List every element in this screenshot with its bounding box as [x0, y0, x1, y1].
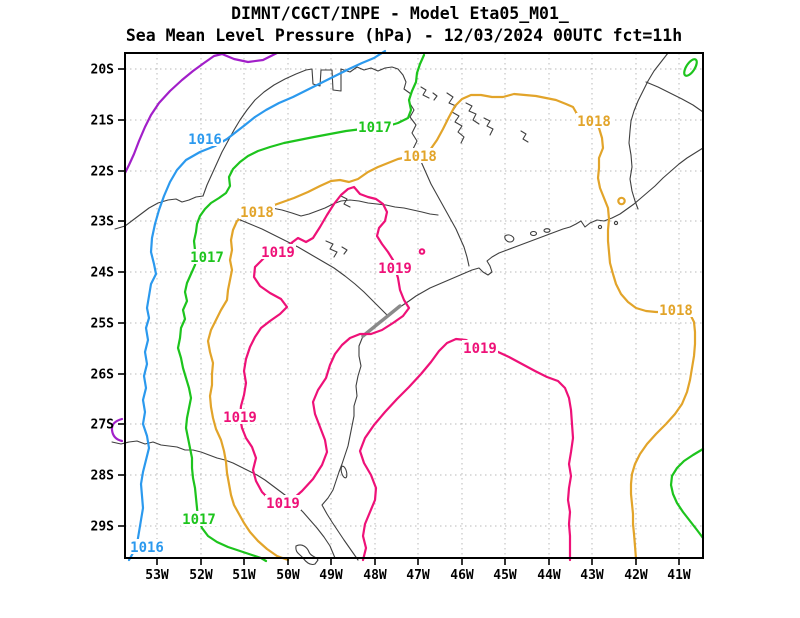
x-tick-label-44W: 44W	[537, 568, 561, 583]
isobar-1016-main	[127, 49, 387, 562]
coastline-borders	[111, 52, 704, 566]
y-tick-label-21S: 21S	[91, 114, 115, 129]
contour-label-1018-8: 1018	[659, 303, 693, 319]
island-ilhabela	[529, 230, 538, 237]
island-rio-bay-1	[597, 224, 603, 230]
border-rio-north	[628, 52, 669, 210]
contour-label-halo-1	[129, 539, 165, 554]
reservoir-tiete-1	[446, 92, 465, 144]
isobar-1017-main	[176, 53, 426, 563]
reservoir-tiete-3	[483, 117, 494, 136]
contour-labels: 1016 1016 1017 1017 1017 1018 1018 1018 1018 1019…	[129, 113, 694, 556]
contour-label-halo-10	[377, 260, 413, 275]
reservoir-sp-2	[325, 240, 338, 258]
y-tick-label-24S: 24S	[91, 266, 115, 281]
contour-label-halo-12	[222, 409, 258, 424]
y-tick-label-25S: 25S	[91, 317, 115, 332]
coastline-north	[399, 147, 704, 308]
y-tick-label-29S: 29S	[91, 520, 115, 535]
contour-label-1017-4: 1017	[182, 512, 216, 528]
contour-label-1016-0: 1016	[188, 132, 222, 148]
border-rio-east	[645, 81, 704, 113]
x-tick-label-43W: 43W	[580, 568, 604, 583]
y-tick-label-20S: 20S	[91, 63, 115, 78]
island-saosebastiao	[543, 228, 551, 233]
reservoir-tiete-2	[465, 102, 480, 125]
x-tick-label-50W: 50W	[276, 568, 300, 583]
contour-label-halo-4	[181, 511, 217, 526]
chart-title: DIMNT/CGCT/INPE - Model Eta05_M01_	[231, 4, 569, 23]
contour-label-halo-8	[658, 302, 694, 317]
isobar-1018-main	[206, 92, 697, 562]
contour-label-1019-11: 1019	[463, 341, 497, 357]
contour-label-halo-6	[402, 148, 438, 163]
y-tick-label-27S: 27S	[91, 418, 115, 433]
contour-label-1018-6: 1018	[403, 149, 437, 165]
isobar-1017-cell-ne	[683, 58, 698, 77]
florianopolis-island	[295, 544, 319, 566]
x-tick-label-53W: 53W	[145, 568, 169, 583]
border-sp-parana	[237, 218, 395, 317]
x-tick-label-46W: 46W	[450, 568, 474, 583]
x-tick-label-45W: 45W	[493, 568, 517, 583]
contour-label-1019-9: 1019	[261, 245, 295, 261]
reservoir-sp-3	[341, 246, 348, 255]
isobar-1018-cell-small	[617, 196, 626, 206]
isobar-1017-arc-se	[669, 447, 705, 540]
axis-ticks-labels: 53W 52W 51W 50W 49W 48W 47W 46W 45W 44W 43W 42W 41W 2…	[91, 63, 691, 584]
contour-label-halo-5	[239, 204, 275, 219]
y-tick-label-28S: 28S	[91, 469, 115, 484]
contour-label-halo-13	[265, 495, 301, 510]
isobar-1019-inner-loop	[238, 185, 411, 505]
contour-label-1018-5: 1018	[240, 205, 274, 221]
x-tick-label-47W: 47W	[406, 568, 430, 583]
contour-label-halo-7	[576, 113, 612, 128]
border-santa-catarina	[111, 440, 336, 559]
contour-label-1016-1: 1016	[130, 540, 164, 556]
plot-frame	[124, 52, 704, 559]
reservoir-sp-1	[340, 195, 351, 208]
contour-label-1019-10: 1019	[378, 261, 412, 277]
contour-label-halo-2	[357, 119, 393, 134]
contour-label-1019-12: 1019	[223, 410, 257, 426]
y-tick-label-23S: 23S	[91, 215, 115, 230]
contour-label-halo-11	[462, 340, 498, 355]
y-tick-label-22S: 22S	[91, 165, 115, 180]
reservoir-border-2	[432, 92, 438, 101]
contour-label-1017-2: 1017	[358, 120, 392, 136]
x-tick-label-48W: 48W	[363, 568, 387, 583]
coast-escarpment-segment	[361, 304, 402, 338]
grid-lines	[125, 53, 703, 558]
coastline-south	[321, 335, 364, 561]
isobar-1015-arc	[110, 417, 124, 443]
isobars	[110, 49, 705, 563]
island-parana-coast	[340, 465, 348, 479]
reservoir-jaguari	[520, 130, 529, 143]
contour-label-1018-7: 1018	[577, 114, 611, 130]
y-tick-label-26S: 26S	[91, 368, 115, 383]
x-tick-label-42W: 42W	[624, 568, 648, 583]
x-tick-label-51W: 51W	[232, 568, 256, 583]
x-tick-label-49W: 49W	[319, 568, 343, 583]
reservoir-border-1	[420, 86, 430, 99]
island-santos	[504, 234, 515, 243]
isobar-1019-ridge-offshore	[358, 337, 575, 562]
chart-subtitle: Sea Mean Level Pressure (hPa) - 12/03/20…	[126, 26, 682, 45]
isobar-1019-cell-dot	[418, 248, 426, 255]
isobar-1015-main	[123, 51, 279, 175]
contour-label-1019-13: 1019	[266, 496, 300, 512]
contour-label-halo-0	[187, 131, 223, 146]
contour-label-halo-3	[189, 249, 225, 264]
contour-label-1017-3: 1017	[190, 250, 224, 266]
x-tick-label-41W: 41W	[667, 568, 691, 583]
x-tick-label-52W: 52W	[189, 568, 213, 583]
contour-label-halo-9	[260, 244, 296, 259]
island-rio-bay-2	[613, 220, 619, 226]
border-minas-sp	[202, 66, 470, 267]
